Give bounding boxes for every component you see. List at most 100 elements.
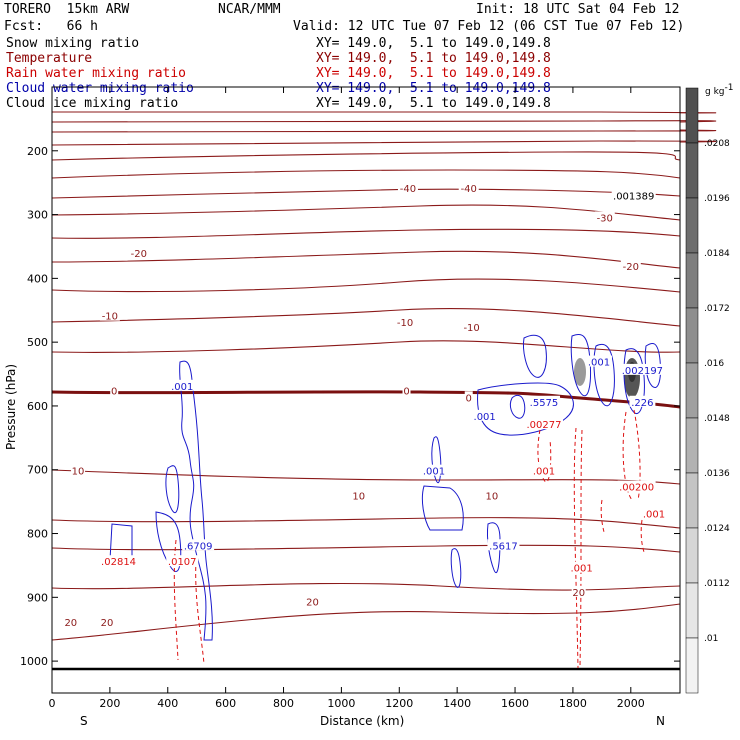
colorbar-swatch	[685, 307, 699, 364]
colorbar-swatch	[685, 417, 699, 474]
rain-label: .0107	[168, 557, 197, 568]
valid-time: Valid: 12 UTC Tue 07 Feb 12 (06 CST Tue …	[293, 19, 685, 34]
temperature-label: 0	[466, 393, 472, 404]
x-tick-label: 200	[99, 697, 120, 710]
x-tick-label: 1000	[327, 697, 355, 710]
y-tick-label: 1000	[20, 655, 48, 668]
rain-label: .00277	[526, 420, 561, 431]
snow-label-bg	[611, 189, 656, 201]
temperature-label-bg	[305, 595, 320, 607]
temperature-contours	[51, 111, 717, 641]
colorbar-swatch	[685, 197, 699, 254]
rain-label: .00200	[619, 483, 654, 494]
temperature-label-bg	[99, 309, 120, 321]
colorbar-label: .0124	[704, 524, 730, 534]
rain-label-bg	[166, 555, 199, 567]
x-tick-label: 1600	[501, 697, 529, 710]
colorbar-unit: g kg-1	[705, 83, 733, 97]
freezing-level-line	[51, 390, 681, 409]
x-axis-ticks: 0 200 400 600 800 1000 1200 1400 1600 1800 2000	[49, 87, 645, 710]
colorbar: .0208 .0196 .0184 .0172 .016 .0148 .0136 .0124.…	[685, 87, 730, 694]
cloud-water-label: .001	[171, 382, 193, 393]
y-tick-label: 500	[27, 336, 48, 349]
colorbar-swatch	[685, 527, 699, 584]
y-axis-label: Pressure (hPa)	[4, 364, 18, 450]
colorbar-swatch	[685, 142, 699, 199]
colorbar-swatch	[685, 87, 699, 144]
colorbar-label: .0184	[704, 249, 730, 259]
model-title: TORERO 15km ARW	[4, 2, 130, 17]
y-tick-label: 200	[27, 145, 48, 158]
cloud-water-label: .5617	[489, 541, 518, 552]
legend-temperature-label: Temperature	[6, 51, 93, 66]
temperature-label: 0	[403, 386, 409, 397]
x-tick-label: 1800	[559, 697, 587, 710]
legend-rain-xy: XY= 149.0, 5.1 to 149.0,149.8	[316, 66, 551, 81]
rain-label-bg	[640, 507, 667, 519]
x-tick-label: 1400	[443, 697, 471, 710]
cloud-water-label: .001	[474, 412, 496, 423]
plot-frame	[51, 86, 681, 694]
cloud-water-label: .226	[631, 398, 653, 409]
legend-cloud-water-xy: XY= 149.0, 5.1 to 149.0,149.8	[316, 81, 551, 96]
temperature-label: -40	[461, 184, 477, 195]
cloud-water-label-bg	[471, 409, 498, 421]
legend-temperature-xy: XY= 149.0, 5.1 to 149.0,149.8	[316, 51, 551, 66]
temperature-label-bg	[594, 211, 615, 223]
rain-label: .001	[570, 564, 592, 575]
cloud-water-label-bg	[169, 379, 196, 391]
cloud-water-label-bg	[585, 355, 612, 367]
colorbar-label: .0148	[704, 414, 730, 424]
temperature-label-bg	[99, 615, 114, 627]
rain-label-bg	[617, 480, 656, 492]
cloud-water-label-bg	[527, 395, 560, 407]
cloud-water-label: .6709	[184, 541, 213, 552]
legend-rain-label: Rain water mixing ratio	[6, 66, 187, 81]
temperature-label-bg	[63, 615, 78, 627]
x-tick-label: 600	[215, 697, 236, 710]
legend-snow-xy: XY= 149.0, 5.1 to 149.0,149.8	[316, 36, 551, 51]
cloud-water-label-bg	[487, 539, 520, 551]
legend-cloud-water-label: Cloud water mixing ratio	[6, 81, 194, 96]
colorbar-label: .01	[704, 634, 718, 644]
x-end-label-left: S	[80, 714, 88, 728]
temperature-label-bg	[397, 182, 418, 194]
temperature-label: -20	[131, 249, 147, 260]
forecast-hour: Fcst: 66 h	[4, 19, 98, 34]
temperature-label-bg	[395, 316, 416, 328]
rain-label-bg	[524, 418, 563, 430]
rain-label-bg	[99, 555, 138, 567]
colorbar-swatch	[685, 472, 699, 529]
x-tick-label: 400	[157, 697, 178, 710]
temperature-label-bg	[110, 384, 119, 396]
temperature-label: -20	[623, 262, 639, 273]
y-tick-label: 600	[27, 400, 48, 413]
temperature-label: 20	[101, 618, 114, 629]
temperature-label-bg	[128, 247, 149, 259]
temperature-label: -10	[102, 312, 118, 323]
legend-snow-label: Snow mixing ratio	[6, 36, 140, 51]
cloud-water-contours	[109, 333, 661, 641]
colorbar-label: .016	[704, 359, 724, 369]
snow-label: .001389	[613, 192, 654, 203]
cloud-water-label-bg	[620, 363, 665, 375]
temperature-label: -40	[400, 184, 416, 195]
temperature-label: 10	[72, 467, 85, 478]
colorbar-label: .0196	[704, 194, 730, 204]
contour-labels: -40 -40 -30 -20 -20 -10 -10 -10 0 0 0 10 10 10 20 20 20 2…	[63, 182, 667, 629]
temperature-label-bg	[458, 182, 479, 194]
temperature-label: 10	[352, 492, 365, 503]
temperature-label-bg	[464, 391, 473, 403]
colorbar-swatch	[685, 252, 699, 309]
legend-cloud-ice-xy: XY= 149.0, 5.1 to 149.0,149.8	[316, 96, 551, 111]
temperature-label-bg	[620, 259, 641, 271]
y-tick-label: 400	[27, 272, 48, 285]
cloud-water-label-bg	[421, 464, 448, 476]
cloud-water-label: .002197	[622, 366, 663, 377]
x-axis-label: Distance (km)	[320, 714, 404, 728]
temperature-label-bg	[571, 585, 586, 597]
y-tick-label: 900	[27, 591, 48, 604]
rain-label: .001	[533, 467, 555, 478]
